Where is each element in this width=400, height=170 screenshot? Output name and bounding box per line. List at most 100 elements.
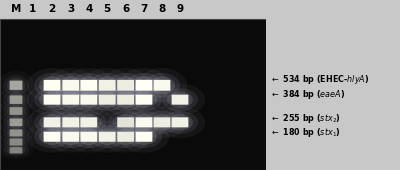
- Ellipse shape: [0, 122, 34, 143]
- Ellipse shape: [94, 76, 120, 94]
- Text: 4: 4: [85, 4, 92, 14]
- Ellipse shape: [27, 68, 77, 103]
- Ellipse shape: [46, 84, 96, 116]
- FancyBboxPatch shape: [10, 147, 22, 154]
- Ellipse shape: [100, 121, 151, 153]
- Ellipse shape: [53, 125, 89, 148]
- Ellipse shape: [144, 73, 180, 98]
- Ellipse shape: [7, 105, 25, 117]
- Ellipse shape: [131, 76, 157, 94]
- FancyBboxPatch shape: [99, 80, 116, 91]
- Ellipse shape: [0, 110, 34, 134]
- Ellipse shape: [64, 84, 114, 116]
- FancyBboxPatch shape: [80, 80, 97, 91]
- Ellipse shape: [100, 106, 151, 138]
- Ellipse shape: [27, 106, 77, 138]
- Ellipse shape: [82, 68, 132, 103]
- Text: 2: 2: [48, 4, 56, 14]
- Ellipse shape: [89, 88, 125, 111]
- Text: 5: 5: [104, 4, 111, 14]
- FancyBboxPatch shape: [44, 80, 60, 91]
- Ellipse shape: [3, 103, 29, 120]
- Ellipse shape: [155, 84, 205, 116]
- FancyBboxPatch shape: [62, 95, 79, 105]
- Ellipse shape: [137, 106, 187, 138]
- Ellipse shape: [7, 146, 25, 155]
- Ellipse shape: [108, 88, 144, 111]
- FancyBboxPatch shape: [136, 95, 152, 105]
- Ellipse shape: [149, 76, 175, 94]
- Ellipse shape: [119, 121, 169, 153]
- Ellipse shape: [76, 114, 102, 131]
- Ellipse shape: [39, 129, 65, 145]
- FancyBboxPatch shape: [99, 95, 116, 105]
- Ellipse shape: [39, 76, 65, 94]
- FancyBboxPatch shape: [10, 129, 22, 137]
- Ellipse shape: [82, 84, 132, 116]
- Ellipse shape: [34, 125, 70, 148]
- Bar: [0, 19, 266, 170]
- Ellipse shape: [76, 91, 102, 108]
- Text: M: M: [11, 4, 21, 14]
- Ellipse shape: [113, 114, 138, 131]
- FancyBboxPatch shape: [10, 95, 22, 104]
- FancyBboxPatch shape: [117, 132, 134, 142]
- Ellipse shape: [7, 116, 25, 129]
- Text: 1: 1: [29, 4, 36, 14]
- Ellipse shape: [126, 125, 162, 148]
- Ellipse shape: [71, 73, 107, 98]
- FancyBboxPatch shape: [154, 80, 170, 91]
- Text: $\leftarrow$ 384 bp ($\mathit{eaeA}$): $\leftarrow$ 384 bp ($\mathit{eaeA}$): [270, 88, 345, 101]
- Ellipse shape: [71, 88, 107, 111]
- FancyBboxPatch shape: [117, 95, 134, 105]
- FancyBboxPatch shape: [80, 117, 97, 127]
- Ellipse shape: [3, 144, 29, 157]
- FancyBboxPatch shape: [10, 139, 22, 146]
- FancyBboxPatch shape: [62, 132, 79, 142]
- Bar: [266, 0, 400, 170]
- FancyBboxPatch shape: [136, 117, 152, 127]
- FancyBboxPatch shape: [62, 117, 79, 127]
- Text: $\leftarrow$ 534 bp (EHEC-$\mathit{hlyA}$): $\leftarrow$ 534 bp (EHEC-$\mathit{hlyA}…: [270, 73, 369, 86]
- Ellipse shape: [27, 84, 77, 116]
- Text: 9: 9: [176, 4, 184, 14]
- Ellipse shape: [76, 129, 102, 145]
- Ellipse shape: [64, 106, 114, 138]
- FancyBboxPatch shape: [172, 95, 188, 105]
- FancyBboxPatch shape: [62, 80, 79, 91]
- Ellipse shape: [34, 73, 70, 98]
- Ellipse shape: [3, 134, 29, 150]
- FancyBboxPatch shape: [10, 81, 22, 90]
- Ellipse shape: [0, 86, 34, 113]
- Ellipse shape: [7, 137, 25, 147]
- FancyBboxPatch shape: [10, 107, 22, 115]
- Ellipse shape: [167, 91, 193, 108]
- Ellipse shape: [58, 76, 84, 94]
- Ellipse shape: [7, 78, 25, 93]
- Ellipse shape: [162, 88, 198, 111]
- Ellipse shape: [126, 111, 162, 134]
- Ellipse shape: [131, 91, 157, 108]
- Ellipse shape: [58, 91, 84, 108]
- Ellipse shape: [126, 88, 162, 111]
- Ellipse shape: [0, 141, 34, 160]
- FancyBboxPatch shape: [44, 95, 60, 105]
- Ellipse shape: [7, 93, 25, 106]
- Ellipse shape: [64, 121, 114, 153]
- Ellipse shape: [131, 129, 157, 145]
- Ellipse shape: [71, 111, 107, 134]
- Ellipse shape: [64, 68, 114, 103]
- Ellipse shape: [3, 125, 29, 140]
- FancyBboxPatch shape: [80, 132, 97, 142]
- Ellipse shape: [58, 129, 84, 145]
- Ellipse shape: [162, 111, 198, 134]
- Ellipse shape: [113, 129, 138, 145]
- Ellipse shape: [3, 75, 29, 96]
- Ellipse shape: [3, 114, 29, 131]
- Ellipse shape: [94, 129, 120, 145]
- Ellipse shape: [82, 121, 132, 153]
- Ellipse shape: [108, 73, 144, 98]
- FancyBboxPatch shape: [154, 117, 170, 127]
- Ellipse shape: [34, 88, 70, 111]
- Ellipse shape: [108, 111, 144, 134]
